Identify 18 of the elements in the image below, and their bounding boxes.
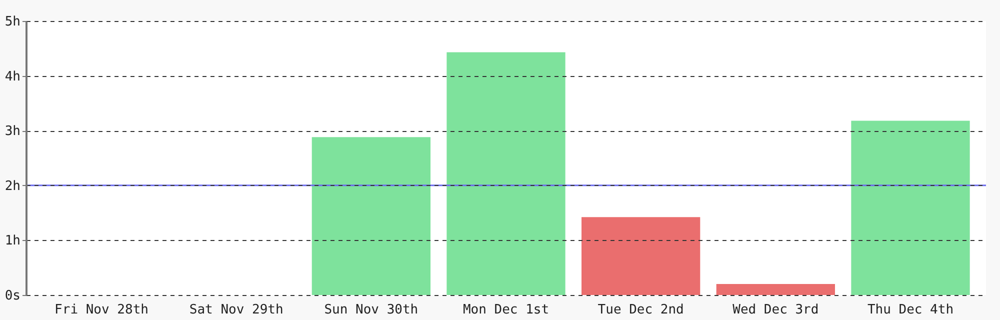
x-tick-label: Tue Dec 2nd bbox=[598, 302, 684, 318]
bar bbox=[312, 137, 430, 295]
y-tick-label: 3h bbox=[4, 124, 20, 140]
bar bbox=[716, 284, 835, 295]
y-tick-label: 0s bbox=[4, 288, 20, 304]
x-tick-label: Fri Nov 28th bbox=[54, 302, 148, 318]
x-tick-label: Sun Nov 30th bbox=[324, 302, 418, 318]
y-tick-label: 2h bbox=[4, 178, 20, 194]
x-tick-label: Thu Dec 4th bbox=[867, 302, 954, 318]
bar bbox=[446, 52, 566, 295]
y-tick-label: 4h bbox=[4, 69, 20, 84]
bar bbox=[851, 120, 970, 295]
y-tick-label: 5h bbox=[4, 14, 20, 30]
bar bbox=[582, 217, 700, 295]
x-tick-label: Sat Nov 29th bbox=[189, 302, 284, 318]
x-tick-label: Mon Dec 1st bbox=[462, 302, 550, 318]
x-tick-label: Wed Dec 3rd bbox=[732, 302, 819, 318]
y-tick-label: 1h bbox=[4, 234, 20, 249]
